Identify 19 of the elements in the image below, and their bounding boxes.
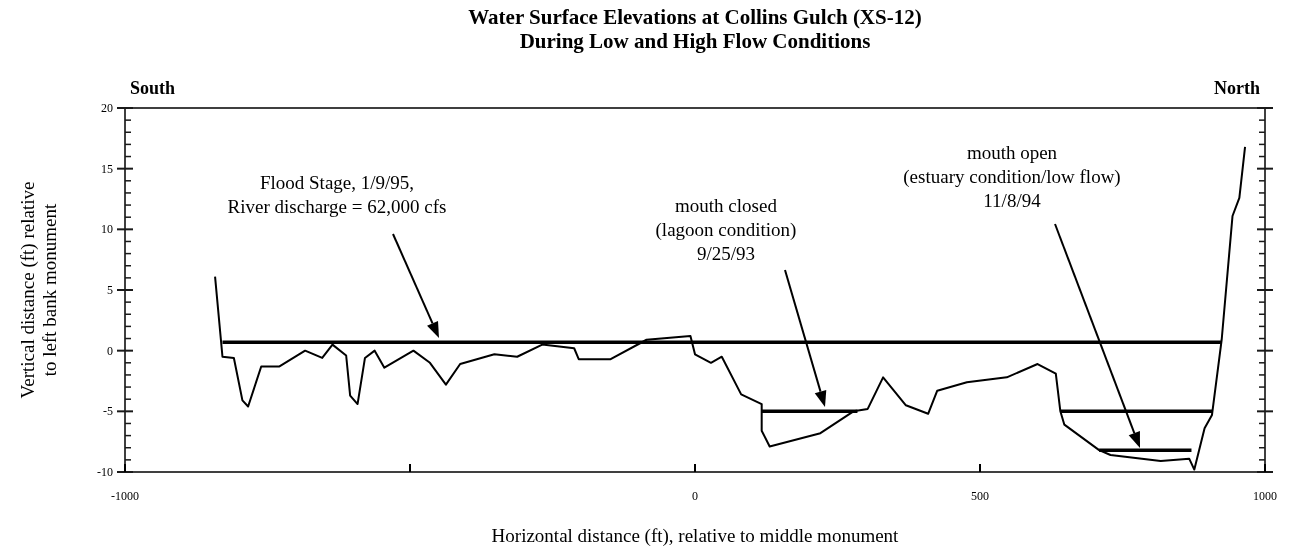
text: North bbox=[1214, 78, 1260, 98]
y-axis-title: Vertical distance (ft) relative to left bank monument bbox=[17, 181, 60, 399]
y-tick-label: -5 bbox=[103, 404, 113, 419]
y-tick-label: 0 bbox=[107, 343, 113, 358]
text: South bbox=[130, 78, 176, 98]
y-tick-label: 15 bbox=[101, 161, 113, 176]
y-tick-label: 20 bbox=[101, 101, 113, 115]
annotation: mouth open (estuary condition/low flow) 11/8/94 bbox=[903, 142, 1121, 211]
annotation: mouth closed (lagoon condition) 9/25/93 bbox=[655, 195, 797, 264]
y-tick-label: 10 bbox=[101, 222, 113, 237]
x-tick-label: 0 bbox=[692, 489, 698, 503]
x-axis-title: Horizontal distance (ft), relative to middle monument bbox=[491, 525, 900, 547]
y-tick-label: -10 bbox=[97, 465, 113, 479]
y-tick-label: 5 bbox=[107, 283, 113, 297]
annotation: Flood Stage, 1/9/95, River discharge = 62,000 cfs bbox=[227, 172, 447, 217]
x-tick-label: -1000 bbox=[111, 489, 139, 503]
x-tick-label: 1000 bbox=[1253, 489, 1277, 503]
chart-title: Water Surface Elevations at Collins Gulch (XS-12) During Low and High Flow Conditions bbox=[468, 5, 922, 53]
x-tick-label: 500 bbox=[971, 489, 989, 503]
